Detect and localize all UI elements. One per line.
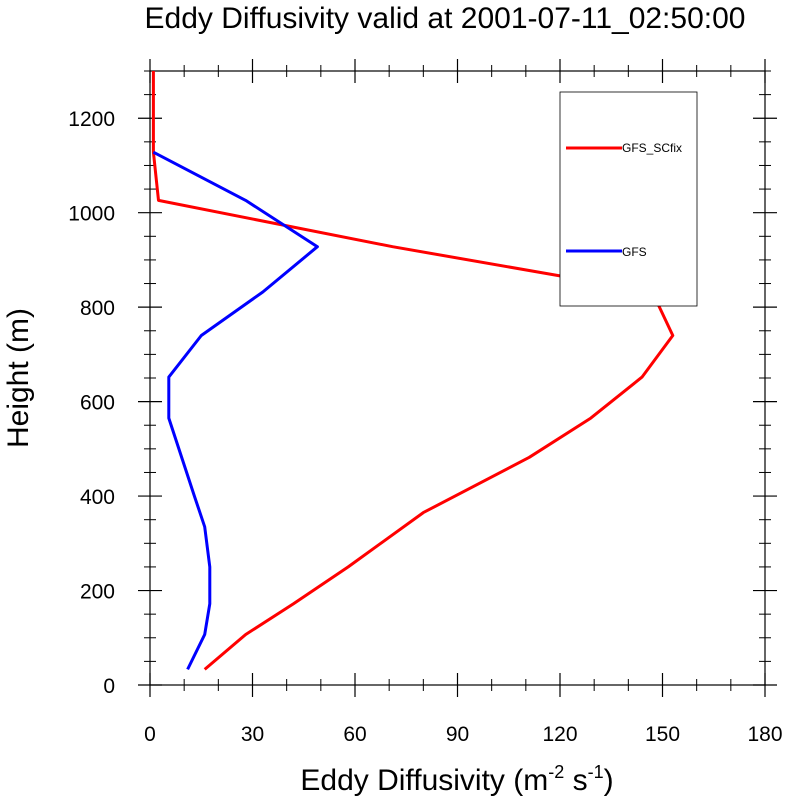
major-ticks [138,59,777,697]
x-axis-label-sup2: -1 [588,762,604,782]
series-lines [151,71,675,671]
x-tick-label: 30 [241,723,264,746]
y-tick-label: 1000 [68,203,115,226]
y-tick-labels: 0 200 400 600 800 1000 1200 [68,108,115,698]
x-tick-labels: 0 30 60 90 120 150 180 [144,723,782,746]
x-axis-label-sup1: -2 [548,762,564,782]
x-axis-label-base: Eddy Diffusivity (m [300,764,548,797]
x-tick-label: 120 [542,723,577,746]
series-line-gfs [152,150,319,671]
y-tick-label: 200 [80,581,115,604]
y-axis-label: Height (m) [2,308,35,448]
legend: GFS_SCfix GFS [559,91,698,307]
legend-box [559,91,698,307]
x-tick-label: 60 [343,723,366,746]
x-tick-label: 90 [446,723,469,746]
x-axis-label-end: ) [604,764,614,797]
y-tick-label: 400 [80,486,115,509]
legend-label-gfs-scfix: GFS_SCfix [622,141,682,155]
x-axis-label-mid: s [564,764,587,797]
x-tick-label: 150 [645,723,680,746]
y-tick-label: 0 [103,675,115,698]
legend-label-gfs: GFS [622,245,647,259]
y-tick-label: 1200 [68,108,115,131]
x-axis-label: Eddy Diffusivity (m-2 s-1) [300,762,613,797]
minor-ticks [144,65,771,691]
y-tick-label: 800 [80,297,115,320]
x-tick-label: 0 [144,723,156,746]
chart-title: Eddy Diffusivity valid at 2001-07-11_02:… [145,2,746,35]
y-tick-label: 600 [80,392,115,415]
series-line-gfs-scfix [151,71,675,671]
x-tick-label: 180 [747,723,782,746]
